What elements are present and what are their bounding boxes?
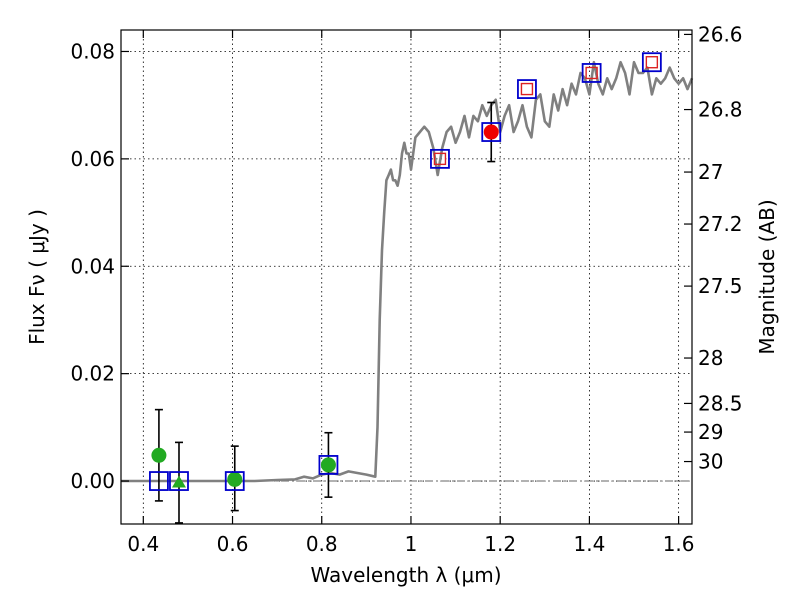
- x-tick-label: 1.4: [573, 532, 605, 556]
- x-tick-label: 0.4: [127, 532, 159, 556]
- measured-point-triangle: [171, 475, 186, 488]
- x-tick-label: 1.2: [484, 532, 516, 556]
- photometry-square: [430, 148, 450, 169]
- magnitude-tick-label: 29: [698, 420, 723, 444]
- photometry-square: [581, 63, 602, 83]
- magnitude-tick-labels: 26.6 26.8 27 27.2 27.5 28 28.5 29 30: [698, 22, 743, 473]
- x-tick-label: 1: [405, 532, 418, 556]
- measured-point: [320, 457, 336, 473]
- y-tick-label: 0.08: [70, 39, 115, 63]
- model-point-square: [520, 82, 534, 96]
- plot-frame: [120, 29, 693, 525]
- y-tick-labels: 0.00 0.02 0.04 0.06 0.08: [70, 39, 115, 493]
- data-markers: [151, 124, 499, 488]
- magnitude-tick-label: 28.5: [698, 391, 743, 415]
- photometry-squares: [149, 52, 662, 491]
- model-point-square: [585, 66, 598, 80]
- magnitude-tick-label: 28: [698, 346, 723, 370]
- y-tick-label: 0.02: [70, 362, 115, 386]
- x-axis-title: Wavelength λ (μm): [310, 563, 501, 587]
- model-spectrum: [121, 60, 694, 483]
- x-tick-labels: 0.4 0.6 0.8 1 1.2 1.4 1.6: [127, 532, 694, 556]
- y-tick-label: 0.00: [70, 469, 115, 493]
- grid-lines: [121, 30, 692, 524]
- x-tick-label: 0.6: [217, 532, 249, 556]
- y-tick-label: 0.06: [70, 147, 115, 171]
- photometry-square: [149, 471, 169, 491]
- measured-point: [483, 124, 499, 140]
- measured-point: [227, 471, 243, 487]
- model-spectrum-line: [121, 60, 694, 483]
- photometry-square: [318, 455, 339, 475]
- magnitude-tick-label: 27.2: [698, 212, 743, 236]
- y-axis-title: Flux Fν ( μJy ): [25, 209, 49, 345]
- magnitude-axis-title: Magnitude (AB): [755, 199, 779, 354]
- y-tick-label: 0.04: [70, 254, 115, 278]
- magnitude-tick-label: 27: [698, 160, 723, 184]
- photometry-square: [224, 471, 245, 491]
- magnitude-tick-label: 26.8: [698, 98, 743, 122]
- axis-ticks: [121, 30, 692, 524]
- photometry-square: [481, 122, 502, 142]
- photometry-square: [517, 79, 537, 99]
- photometry-square: [641, 52, 662, 73]
- measured-point: [151, 447, 167, 463]
- magnitude-tick-label: 27.5: [698, 274, 743, 298]
- magnitude-tick-label: 30: [698, 450, 723, 474]
- x-tick-label: 1.6: [663, 532, 695, 556]
- photometry-square: [169, 471, 189, 491]
- model-point-square: [433, 152, 447, 166]
- magnitude-tick-label: 26.6: [698, 22, 743, 46]
- model-point-square: [645, 56, 659, 69]
- x-tick-label: 0.8: [306, 532, 338, 556]
